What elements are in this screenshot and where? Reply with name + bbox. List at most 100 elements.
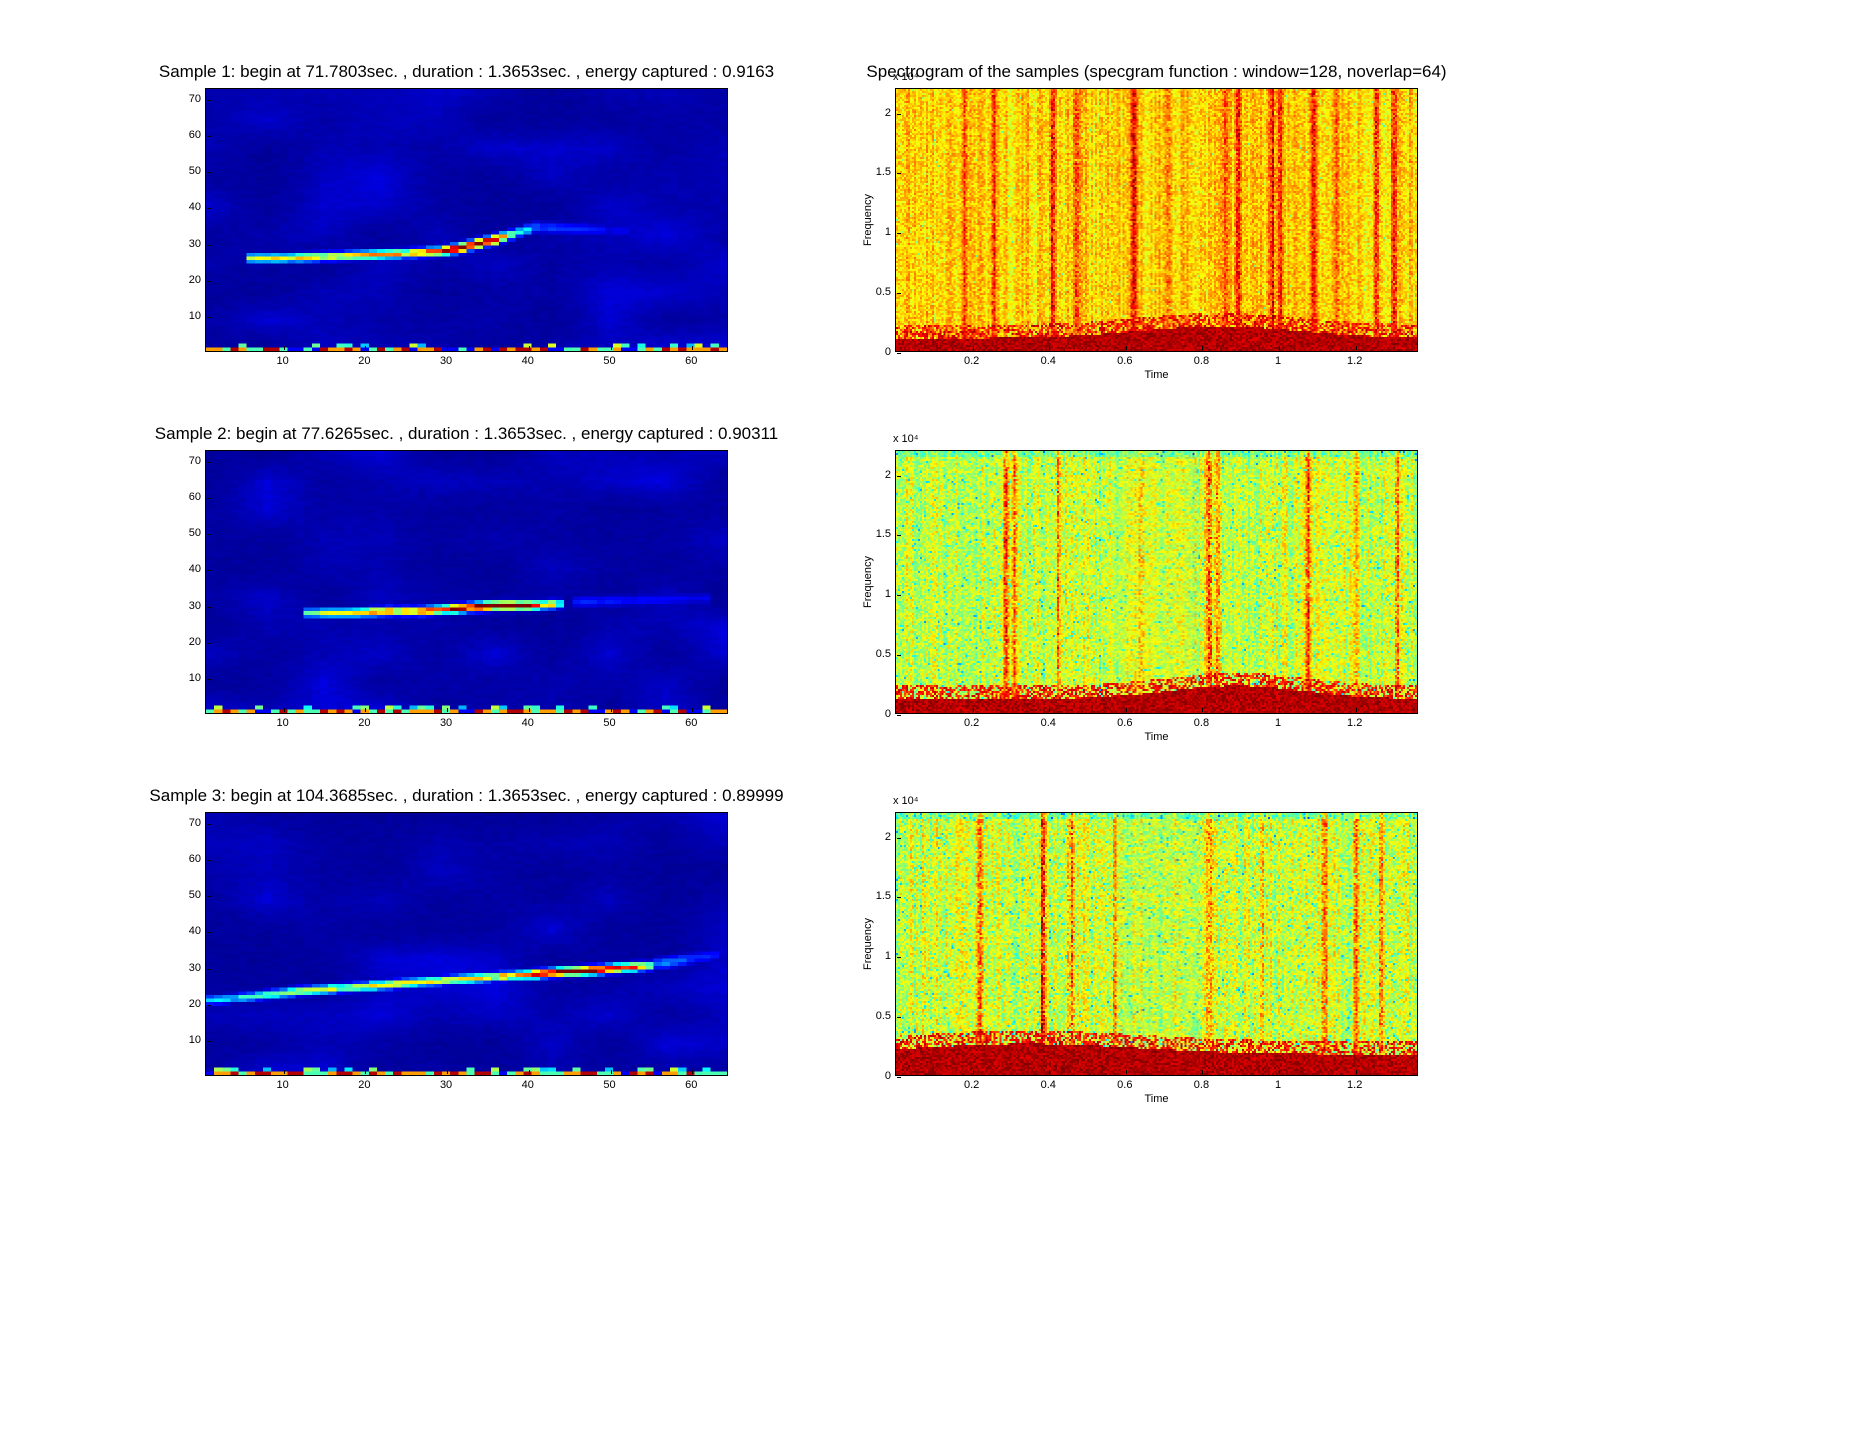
y-tick-label: 40 [188, 563, 201, 576]
y-tick-mark [207, 642, 211, 644]
x-tick-label: 60 [685, 717, 698, 729]
x-tick-mark [447, 1070, 449, 1074]
x-tick-mark [1125, 346, 1127, 350]
x-tick-mark [610, 708, 612, 712]
x-tick-mark [528, 1070, 530, 1074]
plot-area [205, 812, 728, 1076]
panel-sample1-scalogram: Sample 1: begin at 71.7803sec. , duratio… [159, 62, 774, 367]
y-tick-mark [207, 280, 211, 282]
plot-area [895, 450, 1418, 716]
y-tick-label: 10 [188, 671, 201, 684]
x-tick-mark [1202, 708, 1204, 712]
y-tick-label: 0 [884, 708, 891, 720]
x-tick-mark [1279, 708, 1281, 712]
y-tick-mark [207, 1040, 211, 1042]
x-tick-label: 50 [603, 717, 616, 729]
x-tick-mark [610, 346, 612, 350]
x-tick-label: 60 [685, 1079, 698, 1091]
y-tick-mark [897, 897, 901, 899]
x-axis-ticks: 10 20 30 40 50 60 [205, 717, 728, 730]
y-tick-mark [897, 475, 901, 477]
x-tick-mark [1279, 1070, 1281, 1074]
y-tick-mark [207, 498, 211, 499]
spectrogram-heatmap-canvas-sample1 [896, 89, 1417, 351]
x-tick-mark [1355, 346, 1357, 350]
x-tick-label: 10 [276, 717, 289, 729]
x-tick-mark [1355, 1070, 1357, 1074]
y-tick-mark [207, 244, 211, 246]
y-axis-ticks: 10 20 30 40 50 60 70 [167, 812, 203, 1076]
y-tick-label: 60 [188, 129, 201, 141]
y-tick-label: 50 [188, 527, 201, 540]
y-axis-ticks: 0 0.5 1 1.5 2 [857, 88, 893, 358]
x-tick-label: 0.6 [1117, 355, 1133, 367]
x-tick-mark [365, 708, 367, 712]
x-tick-label: 0.4 [1040, 355, 1056, 367]
x-axis-ticks: 0.2 0.4 0.6 0.8 1 1.2 [895, 1079, 1418, 1092]
y-axis-ticks: 10 20 30 40 50 60 70 [167, 88, 203, 352]
y-axis-label-frequency: Frequency [862, 556, 874, 608]
x-axis-ticks: 0.2 0.4 0.6 0.8 1 1.2 [895, 355, 1418, 368]
x-tick-mark [692, 708, 694, 712]
y-tick-label: 0.5 [875, 1010, 891, 1023]
y-tick-label: 2 [884, 468, 891, 481]
x-tick-label: 1 [1275, 355, 1282, 367]
scalogram-heatmap-canvas-sample3 [206, 813, 727, 1075]
x-tick-mark [972, 346, 974, 350]
y-tick-mark [207, 99, 211, 101]
x-axis-ticks: 10 20 30 40 50 60 [205, 1079, 728, 1092]
y-axis-ticks: 10 20 30 40 50 60 70 [167, 450, 203, 714]
plot-area [205, 450, 728, 714]
y-tick-mark [897, 595, 901, 597]
y-axis-label-frequency: Frequency [862, 194, 874, 246]
y-tick-label: 50 [188, 889, 201, 902]
x-axis-label-time: Time [1144, 369, 1169, 381]
x-tick-mark [447, 708, 449, 712]
x-tick-label: 30 [439, 717, 453, 729]
y-tick-label: 70 [188, 816, 201, 829]
y-tick-label: 1 [884, 950, 891, 963]
x-tick-label: 1.2 [1347, 1079, 1363, 1091]
y-tick-mark [207, 606, 211, 608]
y-tick-mark [897, 715, 901, 716]
x-axis-label-time: Time [1144, 1093, 1169, 1105]
panel-sample2-scalogram: Sample 2: begin at 77.6265sec. , duratio… [155, 424, 778, 729]
spectrogram-heatmap-canvas-sample3 [896, 813, 1417, 1075]
y-tick-label: 20 [188, 997, 201, 1010]
x-tick-mark [1049, 708, 1051, 712]
y-tick-label: 40 [188, 201, 201, 214]
x-tick-label: 40 [521, 717, 534, 729]
x-tick-label: 1 [1275, 717, 1282, 729]
x-axis-label-time: Time [1144, 731, 1169, 743]
x-tick-mark [447, 346, 449, 350]
x-tick-label: 0.2 [963, 717, 980, 729]
x-tick-label: 0.4 [1040, 717, 1056, 729]
plot-title-sample3: Sample 3: begin at 104.3685sec. , durati… [149, 786, 784, 805]
y-tick-mark [207, 678, 211, 680]
y-tick-label: 30 [188, 961, 201, 974]
x-tick-mark [1049, 1070, 1051, 1074]
x-tick-label: 20 [358, 1079, 371, 1091]
x-tick-mark [692, 1070, 694, 1074]
y-tick-mark [207, 860, 211, 861]
y-tick-label: 60 [188, 491, 201, 503]
y-tick-label: 1 [884, 588, 891, 601]
y-tick-label: 30 [188, 599, 201, 612]
x-tick-mark [1125, 708, 1127, 712]
x-tick-mark [528, 708, 530, 712]
panel-sample2-spectrogram: x 10⁴ 0.2 0.4 0.6 0.8 1 1.2 0 0.5 1 1.5 2 Frequen… [862, 433, 1418, 743]
y-axis-label-frequency: Frequency [862, 918, 874, 970]
x-tick-label: 30 [439, 1079, 453, 1091]
x-tick-mark [528, 346, 530, 350]
y-tick-mark [897, 293, 901, 295]
y-tick-mark [207, 208, 211, 210]
plot-area [895, 812, 1418, 1078]
spectrogram-heatmap-canvas-sample2 [896, 451, 1417, 713]
x-tick-mark [1279, 346, 1281, 350]
y-tick-mark [897, 353, 901, 354]
x-tick-label: 20 [358, 717, 371, 729]
y-tick-label: 10 [188, 309, 201, 322]
x-tick-label: 0.2 [963, 1079, 980, 1091]
x-tick-label: 50 [603, 1079, 616, 1091]
